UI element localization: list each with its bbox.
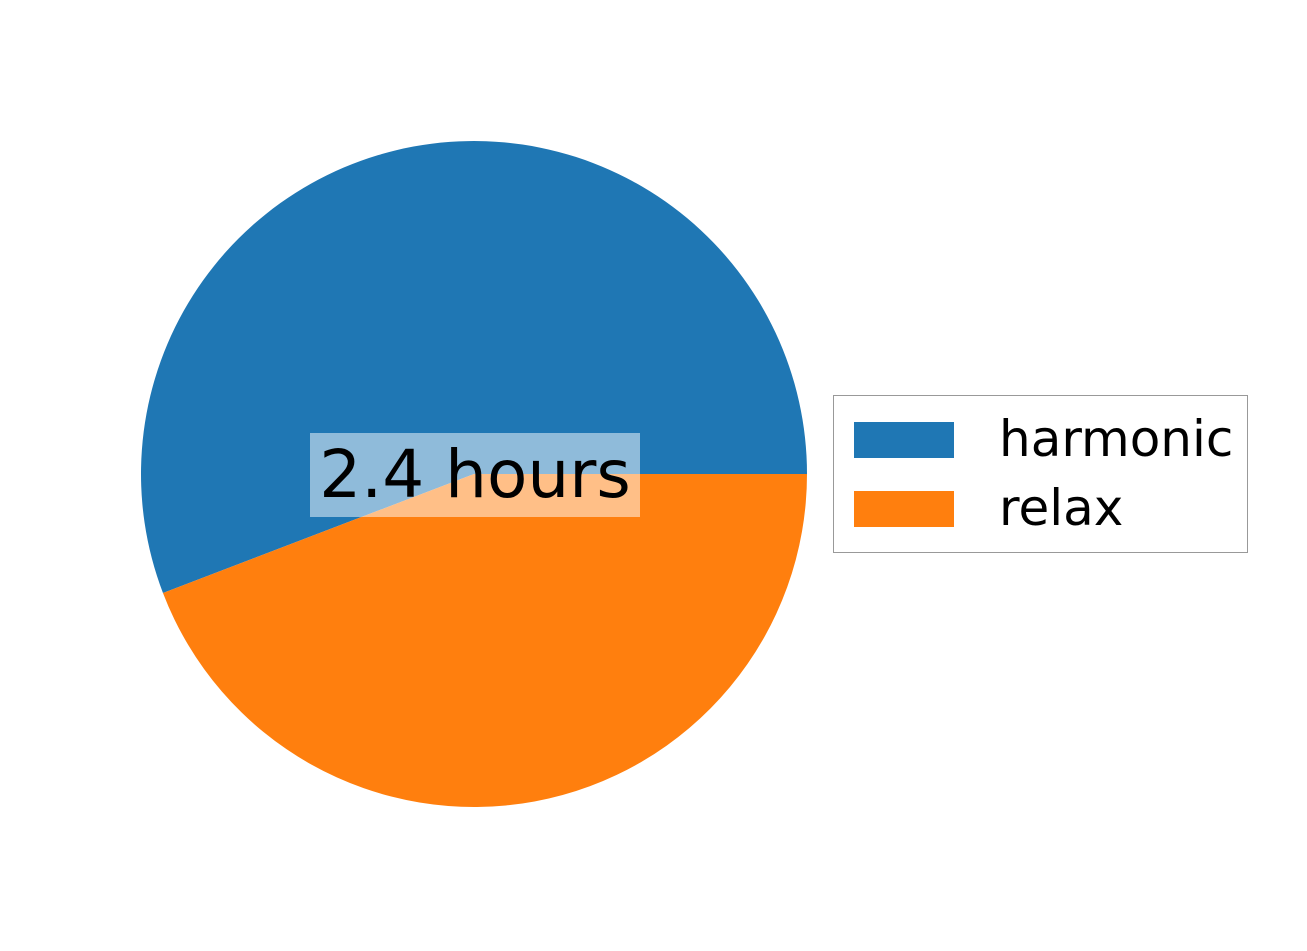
legend-label-relax: relax [999, 479, 1124, 537]
legend-swatch-relax [854, 490, 954, 527]
legend-item-harmonic: harmonic [854, 412, 1237, 467]
legend-item-relax: relax [854, 481, 1237, 536]
center-value-label: 2.4 hours [310, 433, 640, 517]
pie-slice-harmonic [140, 141, 807, 593]
legend-label-harmonic: harmonic [999, 410, 1234, 468]
legend: harmonic relax [833, 395, 1248, 553]
legend-swatch-harmonic [854, 421, 954, 458]
pie-slice-relax [162, 474, 808, 808]
